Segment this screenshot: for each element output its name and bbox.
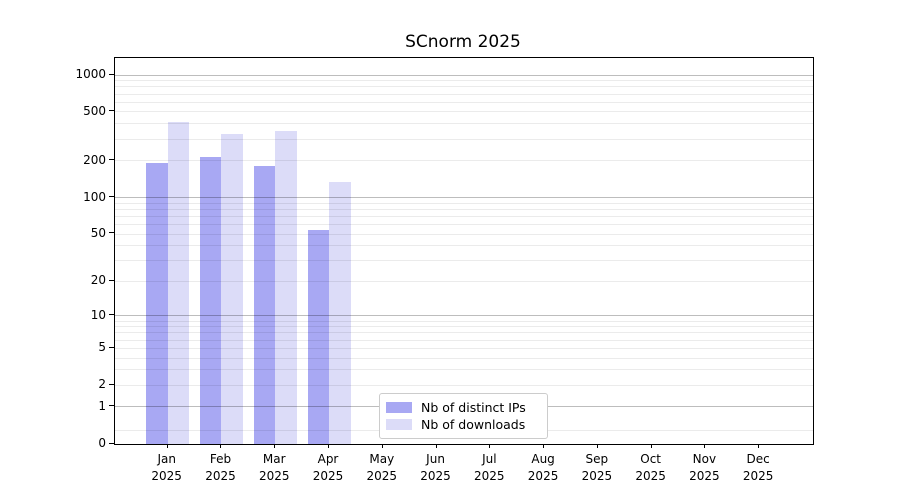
x-tick-mark: [220, 444, 222, 448]
y-tick-mark: [109, 232, 114, 234]
x-tick-year: 2025: [366, 469, 398, 483]
y-tick-mark: [109, 159, 114, 161]
y-tick-mark: [109, 196, 114, 197]
plot-area: [114, 57, 814, 445]
x-tick-label: Jun 2025: [406, 451, 466, 485]
y-tick-mark: [109, 279, 114, 281]
y-tick-label: 1000: [75, 67, 106, 81]
x-tick-mark: [650, 444, 652, 448]
legend: Nb of distinct IPs Nb of downloads: [379, 393, 548, 439]
x-tick-mark: [435, 444, 437, 448]
x-tick-month: Feb: [209, 452, 232, 466]
x-tick-year: 2025: [635, 469, 666, 483]
y-tick-label: 50: [90, 225, 106, 240]
y-tick-mark: [109, 110, 114, 112]
y-tick-label: 500: [83, 103, 106, 118]
x-tick-year: 2025: [205, 469, 236, 483]
x-tick-year: 2025: [689, 469, 720, 483]
x-tick-month: Jun: [426, 452, 445, 466]
x-tick-month: Jan: [157, 452, 176, 466]
x-tick-label: Feb 2025: [190, 451, 250, 485]
y-tick-label: 200: [83, 152, 106, 167]
x-tick-mark: [328, 444, 329, 448]
x-tick-month: Mar: [262, 452, 286, 466]
y-tick-label: 2: [98, 377, 106, 392]
x-tick-label: Jan 2025: [137, 451, 197, 485]
bar-distinct-ips: [146, 163, 168, 444]
y-tick-label: 20: [90, 273, 106, 288]
y-tick-mark: [109, 73, 114, 75]
x-tick-month: Nov: [692, 452, 717, 466]
x-tick-year: 2025: [312, 469, 344, 483]
x-tick-label: Jul 2025: [459, 451, 519, 485]
bar-downloads: [167, 121, 190, 444]
x-tick-year: 2025: [420, 469, 451, 483]
x-tick-year: 2025: [151, 469, 182, 483]
legend-swatch-downloads: [386, 419, 412, 430]
y-tick-mark: [109, 383, 114, 385]
y-tick-label: 5: [98, 340, 106, 355]
x-tick-label: May 2025: [352, 451, 412, 485]
bar-distinct-ips: [307, 229, 329, 444]
y-tick-label: 0: [98, 436, 106, 450]
chart-title: SCnorm 2025: [405, 32, 521, 52]
x-tick-label: Oct 2025: [621, 451, 681, 485]
y-tick-mark: [109, 405, 114, 407]
legend-label-distinct-ips: Nb of distinct IPs: [421, 400, 526, 415]
y-tick-mark: [109, 442, 114, 444]
bar-downloads: [329, 181, 351, 444]
legend-label-downloads: Nb of downloads: [421, 417, 526, 432]
x-tick-label: Nov 2025: [674, 451, 734, 485]
legend-item-downloads: Nb of downloads: [386, 416, 539, 433]
x-tick-mark: [704, 444, 706, 448]
bar-distinct-ips: [253, 166, 276, 444]
x-tick-month: Dec: [746, 452, 770, 466]
x-tick-year: 2025: [474, 469, 505, 483]
x-tick-month: Sep: [585, 452, 609, 466]
x-tick-year: 2025: [581, 469, 613, 483]
x-tick-label: Dec 2025: [728, 451, 788, 485]
bars-layer: [115, 58, 813, 444]
y-tick-mark: [109, 314, 114, 316]
y-tick-label: 10: [90, 307, 106, 322]
x-tick-label: Mar 2025: [244, 451, 304, 485]
x-tick-mark: [543, 444, 545, 448]
x-tick-month: Apr: [317, 452, 339, 466]
x-tick-mark: [381, 444, 383, 448]
bar-downloads: [275, 130, 297, 444]
x-tick-year: 2025: [742, 469, 774, 483]
legend-item-distinct-ips: Nb of distinct IPs: [386, 399, 539, 416]
x-tick-mark: [596, 444, 598, 448]
legend-swatch-distinct-ips: [386, 402, 412, 413]
x-tick-month: Oct: [640, 452, 661, 466]
bar-distinct-ips: [199, 156, 222, 444]
x-tick-label: Apr 2025: [298, 451, 358, 485]
x-tick-month: May: [369, 452, 395, 466]
bar-downloads: [221, 134, 243, 444]
x-tick-month: Jul: [482, 452, 497, 466]
x-tick-mark: [166, 444, 168, 448]
x-tick-month: Aug: [531, 452, 555, 466]
y-tick-mark: [109, 346, 114, 348]
x-tick-label: Sep 2025: [567, 451, 627, 485]
x-tick-year: 2025: [527, 469, 559, 483]
x-tick-label: Aug 2025: [513, 451, 573, 485]
x-tick-mark: [489, 444, 491, 448]
y-tick-label: 100: [83, 189, 106, 204]
x-tick-year: 2025: [258, 469, 290, 483]
x-tick-mark: [274, 444, 276, 448]
x-tick-mark: [758, 444, 760, 448]
y-tick-label: 1: [98, 398, 106, 413]
